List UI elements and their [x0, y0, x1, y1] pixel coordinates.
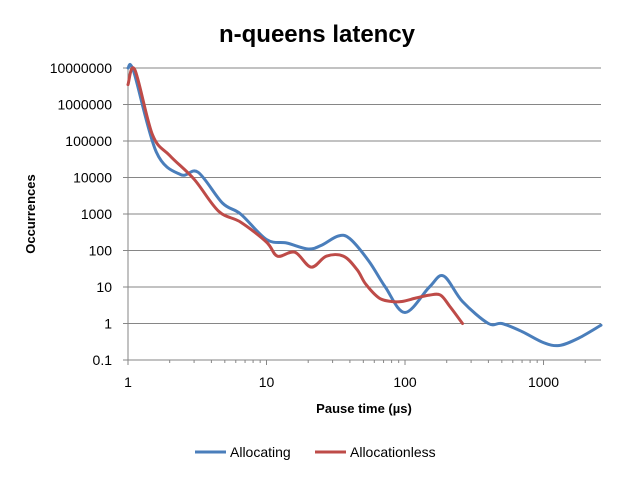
y-tick-label: 0.1 — [93, 352, 113, 368]
series-line-allocating — [126, 62, 603, 348]
x-tick-label: 100 — [393, 374, 417, 390]
y-tick-label: 10000000 — [50, 60, 113, 76]
series-lines — [126, 62, 603, 348]
y-axis-title: Occurrences — [23, 174, 38, 254]
x-tick-label: 10 — [259, 374, 275, 390]
y-tick-label: 100000 — [65, 133, 112, 149]
y-tick-label: 10 — [96, 279, 112, 295]
x-tick-label: 1000 — [528, 374, 559, 390]
x-tick-label: 1 — [124, 374, 132, 390]
chart-title: n-queens latency — [219, 21, 416, 48]
gridlines — [128, 67, 601, 324]
y-tick-label: 100 — [89, 243, 113, 259]
y-tick-label: 1000 — [81, 206, 112, 222]
y-tick-label: 1 — [104, 316, 112, 332]
y-tick-label: 1000000 — [57, 97, 112, 113]
x-axis-ticks: 1 10 100 1000 — [124, 360, 586, 390]
legend-label: Allocating — [230, 444, 291, 460]
y-axis-ticks: 0.1 1 10 100 1000 10000 100000 1000000 10000000 — [50, 60, 128, 368]
series-line-allocationless — [126, 66, 464, 325]
legend: Allocating Allocationless — [195, 444, 436, 460]
x-axis-title: Pause time (µs) — [316, 401, 412, 416]
legend-label: Allocationless — [350, 444, 436, 460]
y-tick-label: 10000 — [73, 170, 112, 186]
